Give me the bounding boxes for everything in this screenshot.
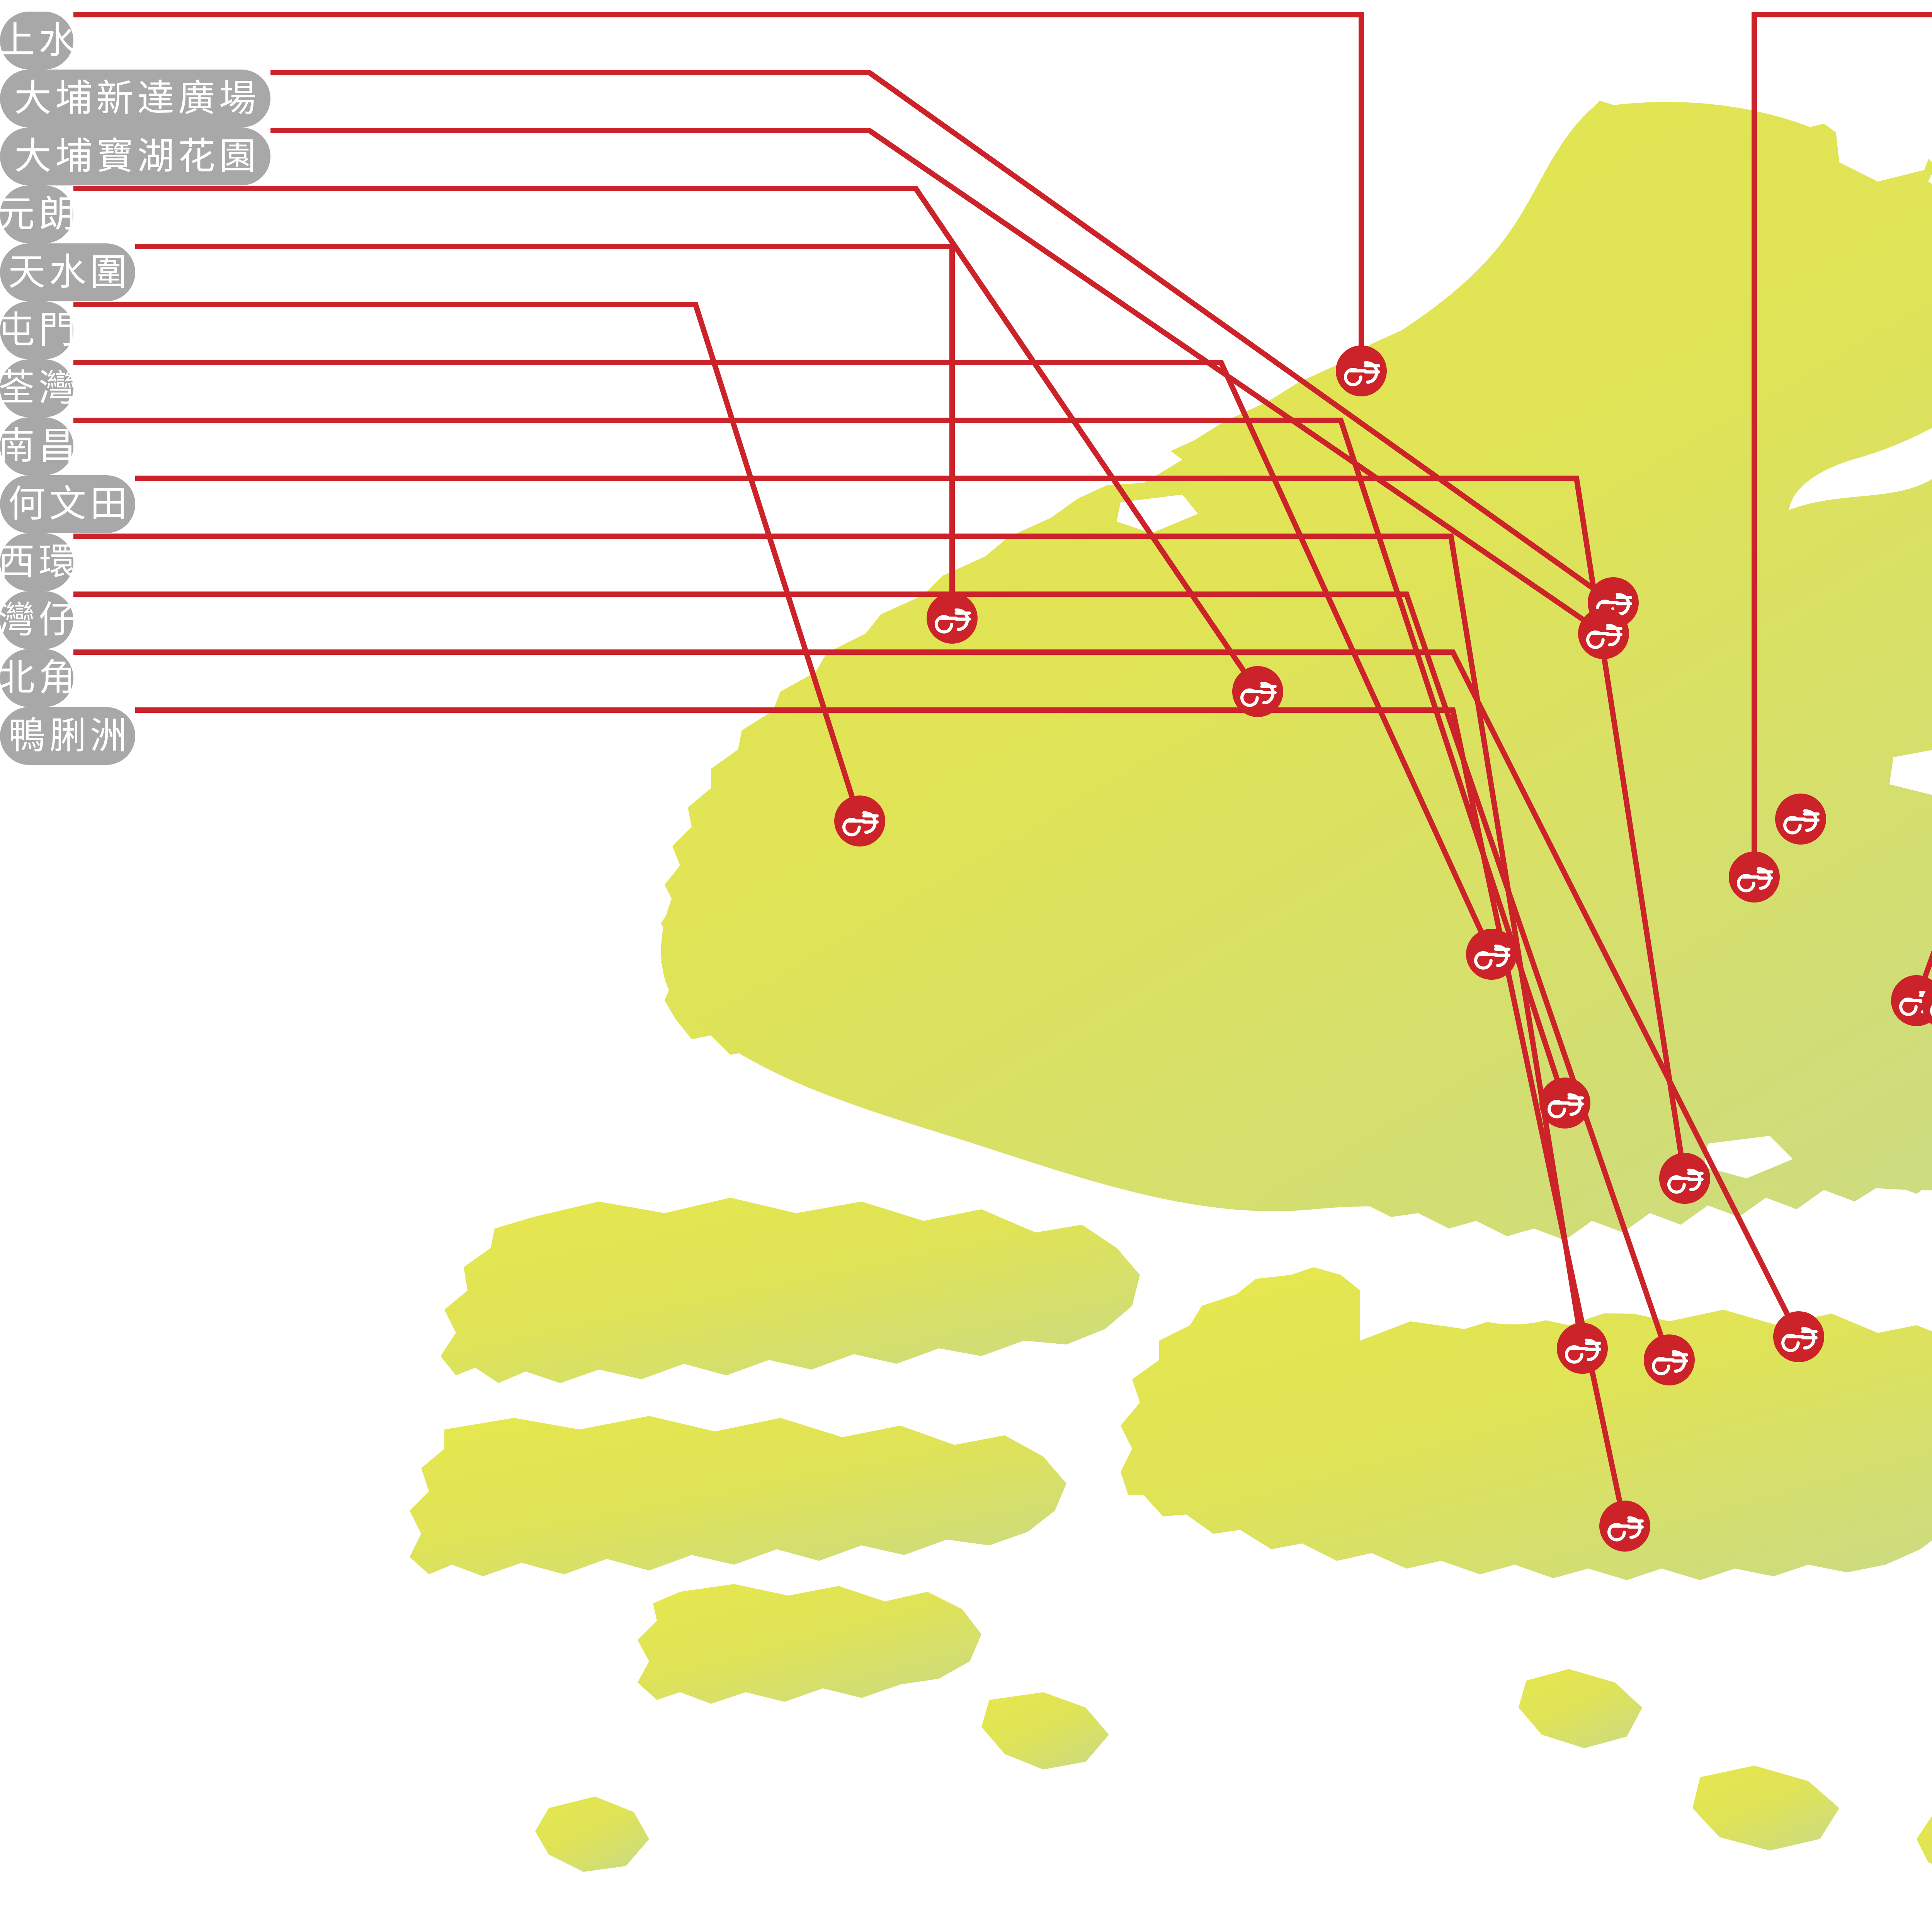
location-label-text: 北角 (0, 657, 80, 699)
leader-line (1752, 12, 1932, 877)
location-label-text: 屯門 (0, 309, 80, 351)
victoria-harbour (1437, 1241, 1932, 1324)
south-islet-2 (1519, 1669, 1642, 1748)
tolo-harbour (1789, 428, 1932, 510)
location-label-pill[interactable]: 何文田 (0, 475, 135, 533)
location-label-pill[interactable]: 鴨脷洲 (0, 707, 135, 765)
leader-line (135, 476, 1687, 1179)
lantau-tail (638, 1584, 981, 1704)
location-label-pill[interactable]: 灣仔 (0, 591, 76, 649)
south-islet-1 (535, 1797, 649, 1872)
north-notch (1835, 116, 1932, 182)
location-label-text: 西環 (0, 541, 80, 583)
lantau-north (440, 1198, 1140, 1383)
location-label-text: 荃灣 (0, 367, 80, 409)
south-islet-4 (1917, 1816, 1932, 1864)
landmass-group (410, 100, 1932, 1872)
leader-line (135, 244, 955, 618)
location-label-pill[interactable]: 荃灣 (0, 359, 76, 417)
lantau-south (410, 1416, 1066, 1576)
kowloon-notch (1704, 1136, 1793, 1178)
location-label-text: 鴨脷洲 (8, 715, 131, 756)
location-label-pill[interactable]: 大埔寶湖花園 (0, 127, 270, 185)
location-label-pill[interactable]: 上水 (0, 12, 76, 70)
sha-tin-gap (1889, 750, 1932, 795)
location-label-text: 何文田 (8, 483, 131, 525)
location-label-pill[interactable]: 元朗 (0, 185, 76, 243)
leader-line (73, 649, 1801, 1338)
lantau-spur (981, 1692, 1109, 1769)
leader-line (270, 128, 1605, 636)
inlet-1 (1055, 437, 1182, 487)
location-label-text: 天水圍 (8, 252, 131, 293)
leader-line (73, 12, 1364, 371)
location-label-pill[interactable]: 天水圍 (0, 243, 135, 301)
hong-kong-island (1121, 1267, 1932, 1580)
location-label-pill[interactable]: 南昌 (0, 417, 76, 475)
water-carveouts (1055, 428, 1932, 1324)
location-label-text: 大埔新達廣場 (14, 78, 260, 119)
leader-line (73, 534, 1585, 1349)
leader-line (270, 70, 1615, 605)
location-label-text: 上水 (0, 20, 80, 61)
location-label-pill[interactable]: 北角 (0, 649, 76, 707)
leader-line (73, 360, 1494, 955)
location-label-pill[interactable]: 西環 (0, 533, 76, 591)
location-label-text: 大埔寶湖花園 (14, 136, 260, 177)
leader-line (135, 707, 1628, 1527)
location-label-text: 南昌 (0, 425, 80, 467)
south-islet-3 (1692, 1766, 1839, 1851)
leader-line (73, 186, 1260, 693)
location-label-pill[interactable]: 大埔新達廣場 (0, 70, 270, 127)
location-label-pill[interactable]: 屯門 (0, 301, 76, 359)
inlet-2 (1117, 495, 1198, 533)
new-territories-core (661, 102, 1932, 1211)
location-label-text: 灣仔 (0, 599, 80, 641)
location-label-text: 元朗 (0, 194, 80, 235)
leader-line (73, 302, 862, 822)
